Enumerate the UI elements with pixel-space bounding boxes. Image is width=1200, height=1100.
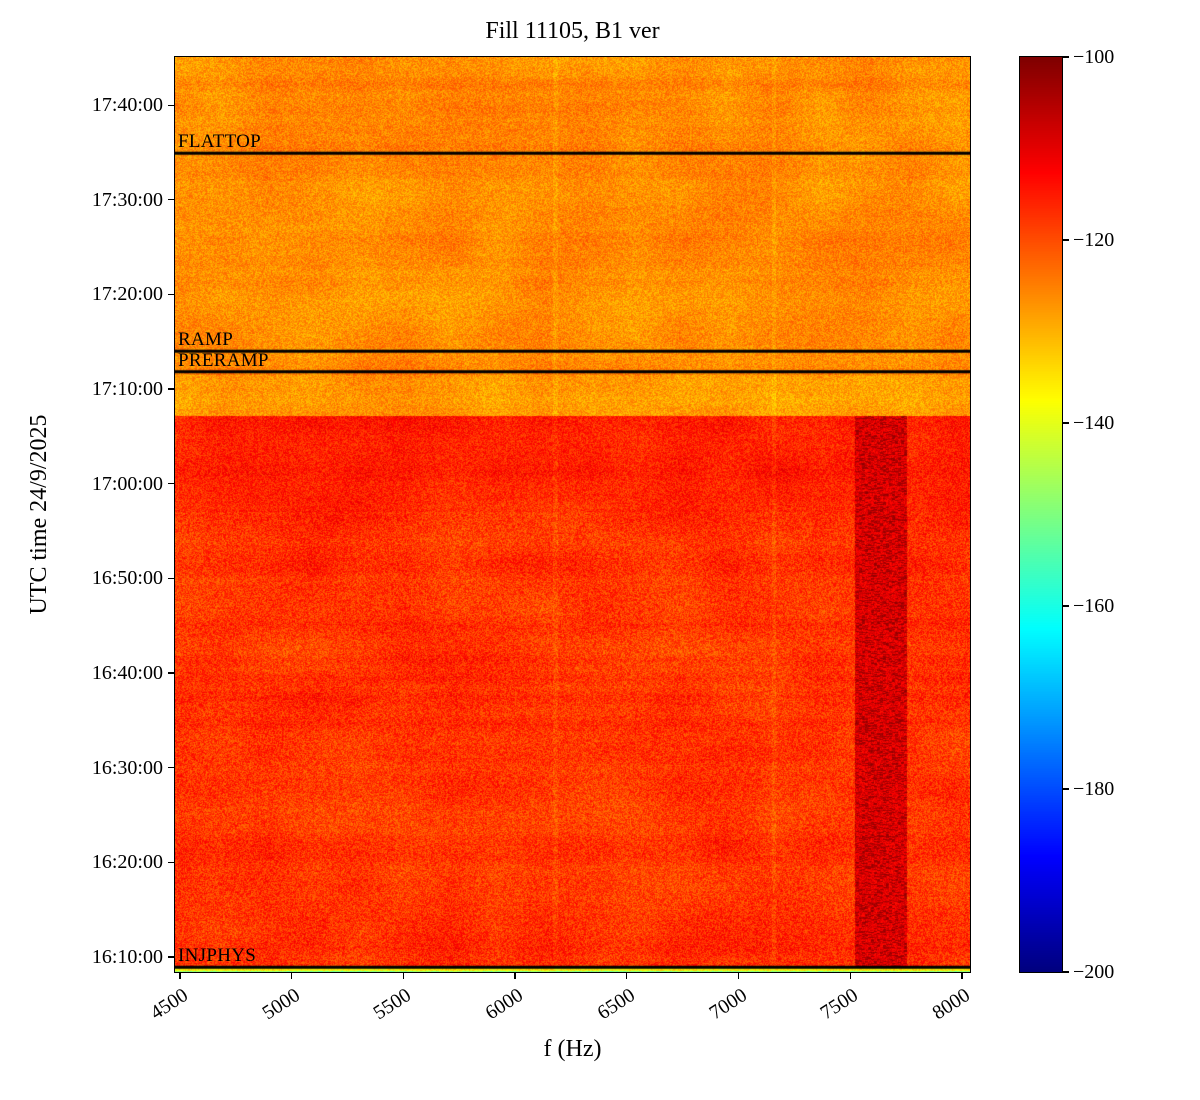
y-tick-mark (168, 293, 174, 296)
y-axis-label: UTC time 24/9/2025 (26, 414, 52, 615)
y-tick-label: 17:20:00 (91, 283, 163, 306)
x-tick-mark (849, 973, 851, 979)
colorbar-tick-label: −100 (1073, 46, 1115, 68)
y-tick-mark (168, 861, 174, 864)
x-tick-mark (626, 973, 628, 979)
y-tick-label: 16:30:00 (91, 756, 163, 779)
y-tick-mark (168, 388, 174, 390)
colorbar-tick-mark (1063, 56, 1069, 58)
colorbar-tick-mark (1063, 239, 1069, 241)
phase-annotation-label: FLATTOP (178, 131, 262, 153)
y-tick-label: 16:20:00 (91, 851, 163, 874)
y-tick-label: 17:40:00 (91, 94, 163, 117)
phase-annotation-label: INJPHYS (178, 945, 257, 967)
spectrogram-canvas (175, 57, 970, 972)
x-axis-label: f (Hz) (543, 1036, 602, 1062)
y-tick-label: 17:00:00 (91, 472, 163, 495)
y-tick-mark (168, 577, 174, 580)
y-tick-mark (168, 199, 174, 201)
x-tick-mark (514, 973, 516, 979)
phase-annotation-label: PRERAMP (178, 349, 269, 371)
colorbar-tick-label: −140 (1073, 412, 1115, 434)
y-tick-label: 16:10:00 (91, 946, 163, 968)
x-tick-mark (402, 973, 405, 979)
y-tick-mark (168, 104, 174, 106)
x-tick-mark (961, 973, 963, 979)
y-tick-mark (168, 483, 174, 485)
colorbar-tick-mark (1063, 422, 1069, 424)
colorbar-canvas (1020, 57, 1062, 972)
y-tick-mark (168, 767, 174, 769)
y-tick-label: 16:40:00 (91, 662, 163, 685)
colorbar-tick-label: −120 (1073, 229, 1115, 251)
y-tick-label: 17:10:00 (91, 378, 163, 401)
x-tick-mark (179, 973, 181, 979)
x-tick-mark (737, 973, 740, 979)
phase-annotation-label: RAMP (178, 329, 234, 351)
y-tick-mark (168, 956, 174, 958)
colorbar-tick-label: −200 (1073, 961, 1115, 983)
y-tick-mark (168, 672, 174, 674)
colorbar-tick-mark (1063, 788, 1069, 790)
colorbar-tick-label: −180 (1073, 778, 1115, 800)
chart-title: Fill 11105, B1 ver (485, 18, 660, 44)
colorbar-tick-mark (1063, 971, 1069, 973)
colorbar-tick-mark (1063, 605, 1069, 607)
x-tick-mark (291, 973, 293, 979)
y-tick-label: 16:50:00 (91, 567, 163, 590)
y-tick-label: 17:30:00 (91, 188, 163, 211)
colorbar-tick-label: −160 (1073, 595, 1115, 617)
